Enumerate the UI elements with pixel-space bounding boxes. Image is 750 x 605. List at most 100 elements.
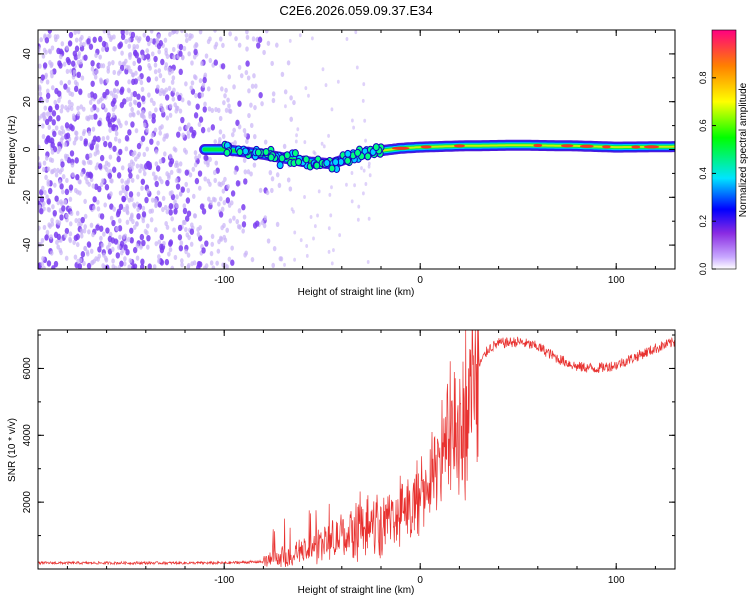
- noise-speckle: [75, 135, 79, 141]
- noise-speckle: [128, 101, 133, 108]
- noise-speckle: [199, 60, 204, 67]
- noise-speckle: [198, 116, 204, 123]
- noise-speckle: [135, 43, 140, 50]
- noise-speckle: [73, 54, 79, 61]
- noise-speckle: [187, 234, 191, 241]
- noise-speckle: [47, 48, 52, 54]
- noise-speckle: [136, 213, 141, 220]
- noise-speckle: [345, 37, 349, 42]
- noise-speckle: [140, 163, 144, 170]
- noise-speckle: [105, 166, 109, 173]
- noise-speckle: [171, 96, 176, 102]
- noise-speckle: [246, 169, 251, 175]
- signal-blob: [344, 149, 352, 158]
- noise-speckle: [254, 220, 260, 227]
- y-tick-label: 0: [22, 146, 33, 152]
- noise-speckle: [72, 239, 76, 246]
- noise-speckle: [118, 203, 124, 211]
- noise-speckle: [362, 82, 366, 87]
- noise-speckle: [162, 90, 166, 97]
- noise-speckle: [47, 124, 52, 130]
- noise-speckle: [200, 126, 206, 134]
- noise-speckle: [191, 166, 196, 172]
- noise-speckle: [230, 190, 236, 197]
- noise-speckle: [92, 196, 97, 203]
- noise-speckle: [145, 48, 150, 54]
- noise-speckle: [41, 53, 46, 59]
- noise-speckle: [217, 201, 221, 207]
- noise-speckle: [151, 171, 156, 177]
- noise-speckle: [118, 60, 122, 66]
- spectrogram-x-axis: -100 0 100: [66, 30, 656, 286]
- noise-speckle: [42, 265, 46, 269]
- signal-blob: [364, 152, 372, 161]
- noise-speckle: [115, 210, 121, 218]
- noise-speckle: [215, 167, 220, 174]
- noise-speckle: [127, 197, 132, 203]
- noise-speckle: [38, 48, 41, 54]
- noise-speckle: [92, 135, 98, 142]
- noise-speckle: [209, 251, 214, 257]
- noise-speckle: [119, 240, 125, 247]
- noise-speckle: [218, 211, 224, 218]
- noise-speckle: [206, 159, 210, 166]
- noise-speckle: [245, 60, 250, 67]
- noise-speckle: [87, 130, 92, 136]
- noise-speckle: [213, 139, 218, 145]
- noise-speckle: [177, 224, 183, 232]
- noise-speckle: [178, 191, 183, 197]
- noise-speckle: [106, 244, 110, 251]
- noise-speckle: [111, 124, 116, 132]
- noise-speckle: [135, 174, 140, 180]
- noise-speckle: [144, 196, 149, 204]
- noise-speckle: [336, 79, 340, 84]
- noise-speckle: [178, 161, 183, 167]
- noise-speckle: [111, 112, 116, 118]
- noise-speckle: [296, 127, 300, 132]
- noise-speckle: [73, 254, 78, 260]
- noise-speckle: [204, 240, 209, 247]
- noise-speckle: [184, 32, 189, 38]
- noise-speckle: [46, 206, 51, 213]
- noise-speckle: [58, 48, 64, 55]
- noise-speckle: [110, 100, 116, 107]
- noise-speckle: [173, 254, 178, 261]
- noise-speckle: [203, 176, 207, 182]
- noise-speckle: [103, 140, 108, 148]
- noise-speckle: [139, 79, 144, 86]
- noise-speckle: [63, 199, 68, 205]
- noise-speckle: [54, 172, 59, 178]
- noise-speckle: [76, 59, 81, 66]
- noise-speckle: [249, 171, 253, 177]
- noise-speckle: [120, 33, 126, 41]
- noise-speckle: [211, 265, 216, 269]
- noise-speckle: [168, 112, 173, 118]
- noise-speckle: [59, 250, 63, 256]
- noise-speckle: [131, 72, 135, 78]
- noise-speckle: [63, 232, 68, 239]
- noise-speckle: [230, 132, 235, 138]
- noise-speckle: [310, 36, 314, 41]
- noise-speckle: [252, 73, 256, 79]
- noise-speckle: [184, 215, 190, 222]
- noise-speckle: [159, 103, 163, 109]
- noise-speckle: [67, 79, 72, 85]
- snr-frame: [37, 329, 676, 570]
- noise-speckle: [126, 177, 131, 184]
- noise-speckle: [147, 62, 151, 69]
- noise-speckle: [74, 217, 79, 224]
- noise-speckle: [38, 225, 41, 231]
- noise-speckle: [133, 78, 138, 85]
- y-tick-label: -20: [22, 190, 33, 205]
- noise-speckle: [114, 136, 118, 142]
- noise-speckle: [68, 31, 74, 39]
- noise-speckle: [70, 125, 75, 132]
- noise-speckle: [61, 205, 66, 212]
- noise-speckle: [167, 251, 171, 257]
- noise-speckle: [80, 216, 85, 224]
- noise-speckle: [50, 45, 55, 51]
- noise-speckle: [107, 248, 113, 255]
- noise-speckle: [74, 37, 79, 43]
- snr-series-line: [38, 330, 675, 568]
- noise-speckle: [38, 144, 41, 150]
